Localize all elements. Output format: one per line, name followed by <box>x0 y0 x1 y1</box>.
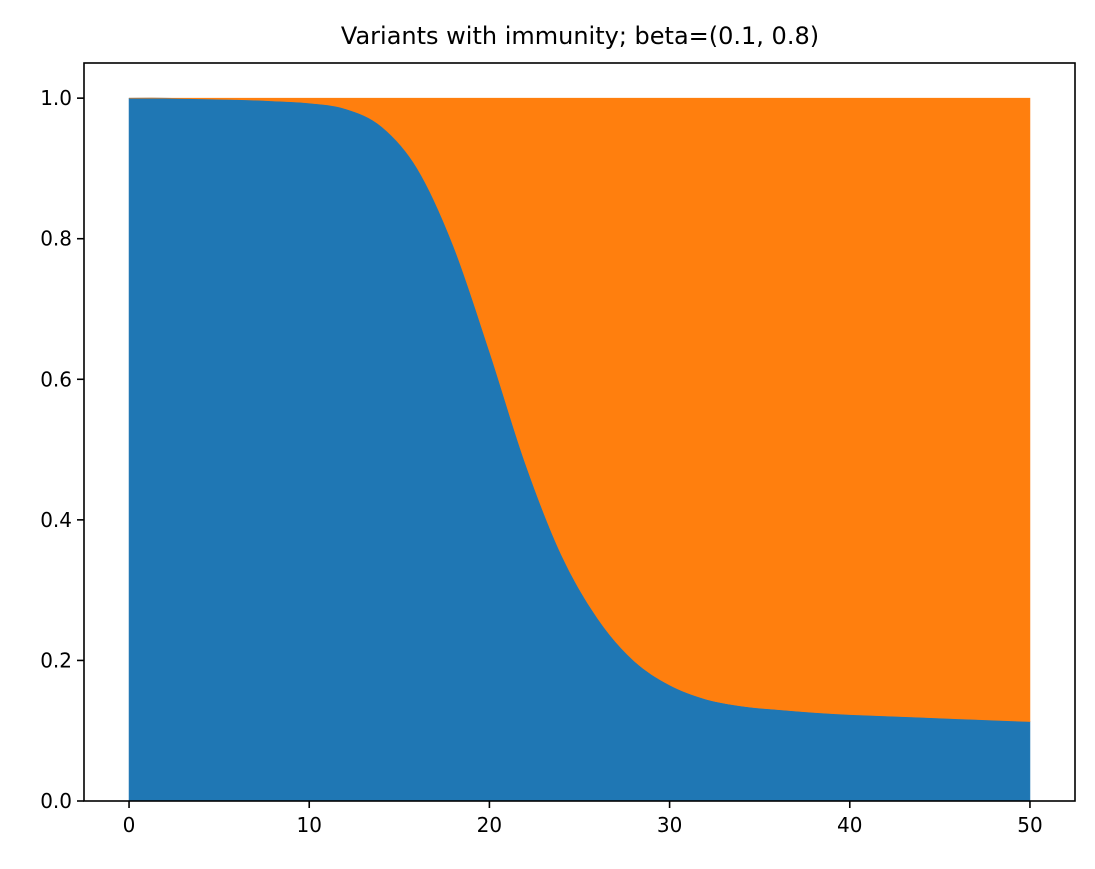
x-tick-label: 0 <box>123 813 136 837</box>
plot-frame <box>83 62 1076 802</box>
axes: 0 10 20 30 40 50 0.0 0.2 0.4 0.6 0.8 1.0 <box>40 62 1076 837</box>
y-tick-label: 0.6 <box>40 367 72 391</box>
area-series-2 <box>129 97 1031 722</box>
plot-areas <box>128 97 1031 802</box>
x-tick-label: 10 <box>297 813 322 837</box>
x-tick-label: 30 <box>657 813 682 837</box>
x-tick-label: 40 <box>837 813 862 837</box>
chart-title: Variants with immunity; beta=(0.1, 0.8) <box>341 22 819 50</box>
y-tick-label: 1.0 <box>40 86 72 110</box>
x-tick-label: 50 <box>1017 813 1042 837</box>
y-tick-label: 0.2 <box>40 648 72 672</box>
y-tick-label: 0.0 <box>40 789 72 813</box>
x-tick-label: 20 <box>477 813 502 837</box>
y-tick-label: 0.4 <box>40 508 72 532</box>
y-tick-label: 0.8 <box>40 227 72 251</box>
